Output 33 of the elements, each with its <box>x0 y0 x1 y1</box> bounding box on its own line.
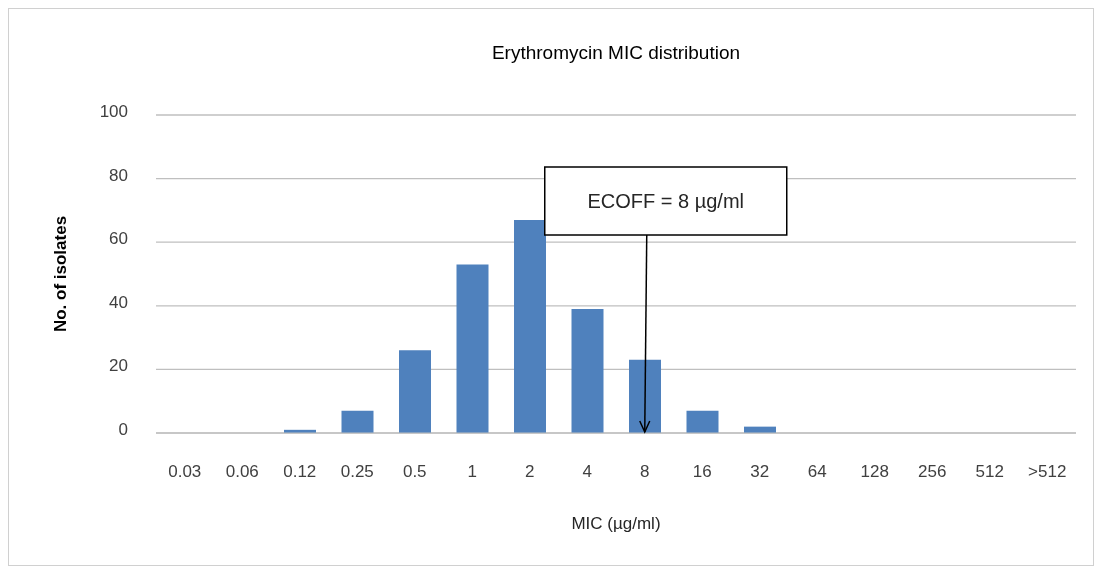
bar <box>514 219 546 433</box>
y-tick-label: 60 <box>109 229 128 249</box>
y-tick-label: 40 <box>109 292 128 312</box>
x-tick-label: 32 <box>750 462 770 482</box>
x-tick-label: 1 <box>467 462 477 482</box>
bar <box>571 308 604 433</box>
x-tick-label: 0.03 <box>168 462 202 482</box>
x-tick-label: 0.5 <box>402 462 427 482</box>
bar <box>341 410 374 433</box>
y-tick-label: 20 <box>109 356 128 376</box>
x-tick-label: 0.25 <box>340 462 374 482</box>
bar <box>456 264 489 433</box>
x-tick-label: 8 <box>640 462 650 482</box>
x-tick-label: 16 <box>692 462 712 482</box>
bar <box>686 410 719 433</box>
x-axis-title: MIC (µg/ml) <box>571 514 661 533</box>
x-tick-label: >512 <box>1028 462 1067 482</box>
bar <box>629 359 661 433</box>
annotation: ECOFF = 8 µg/ml <box>587 190 745 212</box>
y-tick-label: 100 <box>99 102 128 122</box>
x-tick-label: 128 <box>860 462 889 482</box>
chart-title: Erythromycin MIC distribution <box>491 42 741 63</box>
x-tick-label: 64 <box>807 462 827 482</box>
x-tick-label: 512 <box>975 462 1004 482</box>
y-tick-label: 80 <box>109 165 128 185</box>
x-tick-label: 0.06 <box>225 462 259 482</box>
y-tick-label: 0 <box>118 420 128 440</box>
y-axis-title: No. of isolates <box>51 215 70 333</box>
x-tick-label: 0.12 <box>283 462 317 482</box>
x-tick-label: 256 <box>918 462 947 482</box>
bar <box>399 350 431 433</box>
x-tick-label: 4 <box>582 462 592 482</box>
x-tick-label: 2 <box>525 462 535 482</box>
